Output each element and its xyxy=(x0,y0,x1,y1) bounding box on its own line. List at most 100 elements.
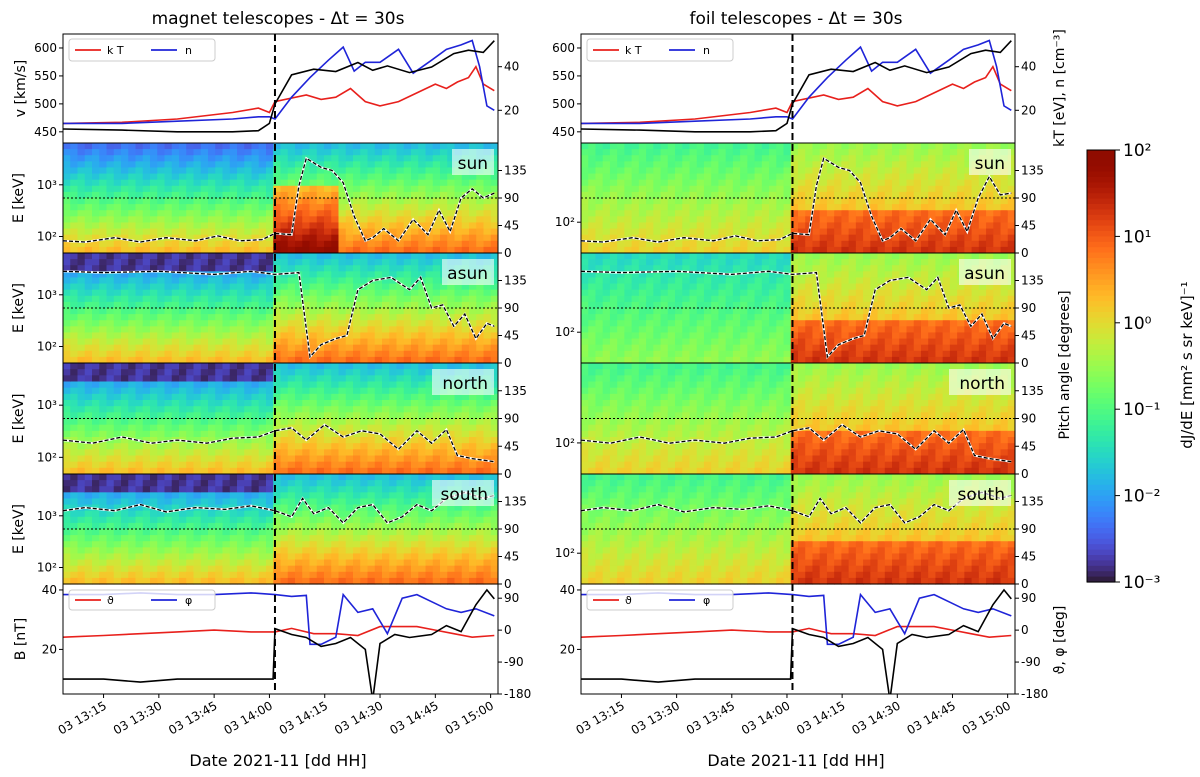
bottom-left-magnet-ticklabel-0: 20 xyxy=(42,642,57,656)
pa-curve-asun-foil xyxy=(581,270,1012,359)
top-right-magnet-ticklabel-1: 40 xyxy=(504,60,519,74)
spectrogram-south-magnet xyxy=(63,474,498,585)
spectrogram-asun-foil xyxy=(581,253,1015,364)
pa-overlay-north-foil xyxy=(581,418,1015,463)
bottom-right-foil-ticklabel-2: 0 xyxy=(1021,623,1029,637)
legend-kT-label-magnet: k T xyxy=(107,44,124,57)
pa-south-magnet-ticklabel-2: 90 xyxy=(504,522,519,536)
panel-tag-sun-foil: sun xyxy=(975,154,1005,174)
panel-tag-south-magnet: south xyxy=(441,485,488,505)
legend-n-label-foil: n xyxy=(703,44,710,57)
colorbar-segment xyxy=(1087,457,1115,464)
colorbar-segment xyxy=(1087,155,1115,162)
x-ticklabel-magnet-3: 03 14:00 xyxy=(221,698,274,737)
top-left-magnet-ticklabel-0: 450 xyxy=(34,125,57,139)
energy-ylabel-sun: E [keV] xyxy=(11,173,27,223)
colorbar-segment xyxy=(1087,279,1115,286)
bottom-panel-frame-magnet xyxy=(62,583,499,695)
colorbar-segment xyxy=(1087,198,1115,205)
x-ticklabel-magnet-2: 03 13:45 xyxy=(166,698,219,737)
colorbar-segment xyxy=(1087,366,1115,372)
pa-curve-sun-foil xyxy=(581,157,1012,243)
colorbar-segment xyxy=(1087,571,1115,578)
pa-curve-north-magnet xyxy=(63,423,495,463)
pa-sun-foil-ticklabel-3: 135 xyxy=(1021,164,1044,178)
bottom-right-foil-ticklabel-0: -180 xyxy=(1021,687,1048,701)
x-ticklabel-foil-2: 03 13:45 xyxy=(684,698,737,737)
colorbar-segment xyxy=(1087,382,1115,389)
B-line-magnet xyxy=(63,588,495,694)
bottom-left-foil-ticklabel-1: 40 xyxy=(560,583,575,597)
right-title: foil telescopes - Δt = 30s xyxy=(689,9,902,29)
colorbar-segment xyxy=(1087,306,1115,313)
bottom-right-magnet-ticklabel-0: -180 xyxy=(504,687,531,701)
pa-north-foil-ticklabel-1: 45 xyxy=(1021,439,1036,453)
top-left-magnet-ticklabel-3: 600 xyxy=(34,41,57,55)
top-left-foil-ticklabel-2: 550 xyxy=(552,69,575,83)
x-ticklabel-magnet-4: 03 14:15 xyxy=(277,698,330,737)
bottom-right-magnet-ticklabel-3: 90 xyxy=(504,591,519,605)
kT-line-magnet xyxy=(63,65,495,125)
pa-south-foil-ticklabel-3: 135 xyxy=(1021,495,1044,509)
energy-ticklabel-north-foil-0: 10² xyxy=(555,436,575,450)
colorbar-segment xyxy=(1087,193,1115,200)
colorbar-segment xyxy=(1087,387,1115,394)
colorbar-segment xyxy=(1087,565,1115,572)
colorbar-segment xyxy=(1087,463,1115,470)
pa-asun-magnet-ticklabel-2: 90 xyxy=(504,301,519,315)
top-left-foil-ticklabel-1: 500 xyxy=(552,97,575,111)
top-left-magnet-ticklabel-1: 500 xyxy=(34,97,57,111)
colorbar-segment xyxy=(1087,447,1115,453)
colorbar-segment xyxy=(1087,414,1115,421)
colorbar-segment xyxy=(1087,150,1115,156)
spectrogram-north-magnet xyxy=(63,363,498,475)
x-ticklabel-foil-1: 03 13:30 xyxy=(629,698,682,737)
colorbar-segment xyxy=(1087,290,1115,297)
x-ticklabel-foil-3: 03 14:00 xyxy=(739,698,792,737)
energy-ticklabel-sun-foil-0: 10² xyxy=(555,215,575,229)
colorbar-segment xyxy=(1087,295,1115,302)
top-legend-box-magnet xyxy=(68,38,216,62)
energy-ylabel-south: E [keV] xyxy=(11,504,27,554)
colorbar-segment xyxy=(1087,501,1115,507)
colorbar-segment xyxy=(1087,349,1115,356)
top-lines-magnet xyxy=(63,39,495,133)
pa-overlay-north-magnet xyxy=(63,418,498,463)
colorbar-segment xyxy=(1087,252,1115,259)
colorbar-segment xyxy=(1087,247,1115,254)
legend-n-label-magnet: n xyxy=(185,44,192,57)
panel-tag-north-magnet: north xyxy=(442,374,488,394)
colorbar-ticklabel-5: 10⁻³ xyxy=(1123,573,1160,593)
panel-tag-south-foil: south xyxy=(958,485,1005,505)
pa-north-magnet-ticklabel-1: 45 xyxy=(504,439,519,453)
colorbar-segment xyxy=(1087,430,1115,437)
colorbar-segment xyxy=(1087,285,1115,291)
top-left-foil-ticklabel-0: 450 xyxy=(552,125,575,139)
colorbar-segment xyxy=(1087,425,1115,432)
spectrogram-sun-magnet xyxy=(63,143,498,254)
pa-curve-asun-magnet xyxy=(63,270,495,359)
colorbar-segment xyxy=(1087,560,1115,567)
pa-asun-foil-ticklabel-0: 0 xyxy=(1021,356,1029,370)
top-legend-box-foil xyxy=(586,38,734,62)
colorbar-segment xyxy=(1087,301,1115,308)
colorbar-segment xyxy=(1087,490,1115,497)
colorbar-segment xyxy=(1087,441,1115,448)
colorbar-segment xyxy=(1087,555,1115,561)
legend-phi-label-magnet: φ xyxy=(185,594,192,607)
pa-overlay-south-foil xyxy=(581,491,1015,530)
energy-ylabel-north: E [keV] xyxy=(11,393,27,443)
energy-ticklabel-north-magnet-1: 10³ xyxy=(37,398,57,412)
colorbar: 10² 10¹ 10⁰ 10⁻¹ 10⁻² 10⁻³ xyxy=(1086,141,1160,593)
colorbar-segment xyxy=(1087,187,1115,194)
top-right-ylabel: kT [eV], n [cm⁻³] xyxy=(1052,29,1068,147)
colorbar-segment xyxy=(1087,538,1115,545)
pa-asun-foil-ticklabel-3: 135 xyxy=(1021,274,1044,288)
left-title: magnet telescopes - Δt = 30s xyxy=(152,9,405,29)
colorbar-segment xyxy=(1087,214,1115,221)
colorbar-ticklabel-1: 10¹ xyxy=(1123,227,1151,247)
pa-curve-north-foil xyxy=(581,423,1012,463)
pa-north-foil-ticklabel-3: 135 xyxy=(1021,384,1044,398)
